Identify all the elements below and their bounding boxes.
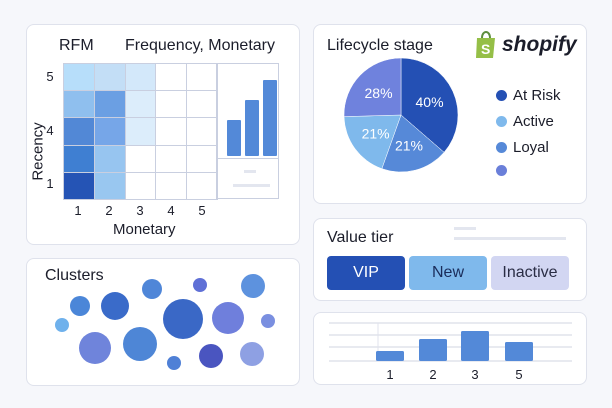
pie-slice: [343, 57, 402, 117]
heatmap-cell: [93, 144, 126, 173]
legend-label: Loyal: [513, 139, 549, 156]
pie-chart: 40% 21% 21% 28%: [343, 57, 459, 173]
tier-button-vip[interactable]: VIP: [327, 256, 405, 290]
bar: [461, 331, 489, 361]
heatmap-cell: [155, 63, 188, 92]
heatmap-cell: [186, 63, 218, 92]
legend-swatch: [496, 90, 507, 101]
heatmap-cell: [93, 171, 126, 200]
heatmap-cell: [63, 63, 95, 92]
cluster-bubble: [167, 356, 181, 370]
shopify-wordmark: shopify: [502, 33, 577, 56]
lifecycle-title: Lifecycle stage: [327, 37, 433, 54]
cluster-bubble: [79, 332, 111, 364]
legend-item: Loyal: [496, 139, 549, 156]
legend-item: At Risk: [496, 87, 561, 104]
heatmap-cell: [155, 90, 188, 119]
bar-label: 5: [515, 367, 522, 382]
bar-chart-panel: 1 2 3 5: [313, 312, 587, 385]
legend-item: [496, 165, 513, 176]
pie-slice: [381, 114, 445, 173]
pie-label: 40%: [416, 94, 444, 110]
bar-label: 3: [471, 367, 478, 382]
mini-bar: [263, 80, 277, 156]
heatmap-cell: [124, 171, 157, 200]
heatmap-cell: [124, 90, 157, 119]
rfm-xlabel: Monetary: [113, 221, 176, 238]
value-tier-title: Value tier: [327, 229, 394, 246]
x-tick: 1: [74, 203, 82, 218]
heatmap-cell: [124, 117, 157, 146]
heatmap-cell: [155, 117, 188, 146]
heatmap-cell: [93, 117, 126, 146]
pie-label: 21%: [362, 125, 390, 141]
bar-chart: 1 2 3 5: [329, 322, 572, 382]
heatmap-cell: [186, 144, 218, 173]
pie-label: 21%: [395, 137, 423, 153]
legend-label: Active: [513, 113, 554, 130]
x-tick: 3: [136, 203, 144, 218]
cluster-bubble: [163, 299, 203, 339]
heatmap-cell: [186, 171, 218, 200]
clusters-panel: Clusters: [26, 258, 300, 386]
legend-swatch: [496, 142, 507, 153]
heatmap-cell: [93, 63, 126, 92]
legend-item: Active: [496, 113, 554, 130]
bar: [376, 351, 404, 361]
value-tier-panel: Value tier VIP New Inactive: [313, 218, 587, 301]
shopping-bag-icon: S: [476, 31, 495, 58]
heatmap-cell: [186, 117, 218, 146]
pie-slice: [400, 57, 459, 153]
cluster-bubble: [240, 342, 264, 366]
svg-text:S: S: [481, 41, 490, 57]
bar-label: 1: [386, 367, 393, 382]
bar-label: 2: [429, 367, 436, 382]
heatmap-cell: [63, 171, 95, 200]
heatmap-cell: [155, 171, 188, 200]
y-tick: 5: [46, 69, 54, 84]
heatmap-cell: [93, 90, 126, 119]
x-tick: 5: [198, 203, 206, 218]
pie-label: 28%: [365, 85, 393, 101]
y-tick: 1: [46, 176, 54, 191]
cluster-bubble: [55, 318, 69, 332]
pie-slice: [343, 114, 402, 170]
shopify-logo: S shopify: [474, 31, 577, 59]
heatmap-cell: [63, 90, 95, 119]
cluster-bubble: [70, 296, 90, 316]
cluster-bubble: [101, 292, 129, 320]
cluster-bubble: [199, 344, 223, 368]
cluster-bubble: [212, 302, 244, 334]
rfm-heatmap: [63, 63, 218, 200]
legend-swatch: [496, 116, 507, 127]
heatmap-cell: [63, 117, 95, 146]
heatmap-cell: [124, 63, 157, 92]
mini-bar: [245, 100, 259, 156]
y-tick: 4: [46, 123, 54, 138]
cluster-bubble: [123, 327, 157, 361]
lifecycle-panel: Lifecycle stage S shopify 40% 21% 21% 28% A…: [313, 24, 587, 204]
cluster-bubble: [241, 274, 265, 298]
clusters-title: Clusters: [45, 267, 104, 284]
mini-chart: [216, 63, 279, 199]
bar: [419, 339, 447, 361]
legend-label: At Risk: [513, 87, 561, 104]
legend-swatch: [496, 165, 507, 176]
mini-bar: [227, 120, 241, 156]
tier-button-new[interactable]: New: [409, 256, 487, 290]
bar: [505, 342, 533, 361]
x-tick: 2: [105, 203, 113, 218]
cluster-bubble: [142, 279, 162, 299]
heatmap-cell: [124, 144, 157, 173]
cluster-bubble: [261, 314, 275, 328]
heatmap-cell: [63, 144, 95, 173]
rfm-title: RFM: [59, 37, 94, 54]
x-tick: 4: [167, 203, 175, 218]
heatmap-cell: [155, 144, 188, 173]
cluster-bubble: [193, 278, 207, 292]
heatmap-cell: [186, 90, 218, 119]
rfm-subtitle: Frequency, Monetary: [125, 37, 275, 54]
tier-button-inactive[interactable]: Inactive: [491, 256, 569, 290]
